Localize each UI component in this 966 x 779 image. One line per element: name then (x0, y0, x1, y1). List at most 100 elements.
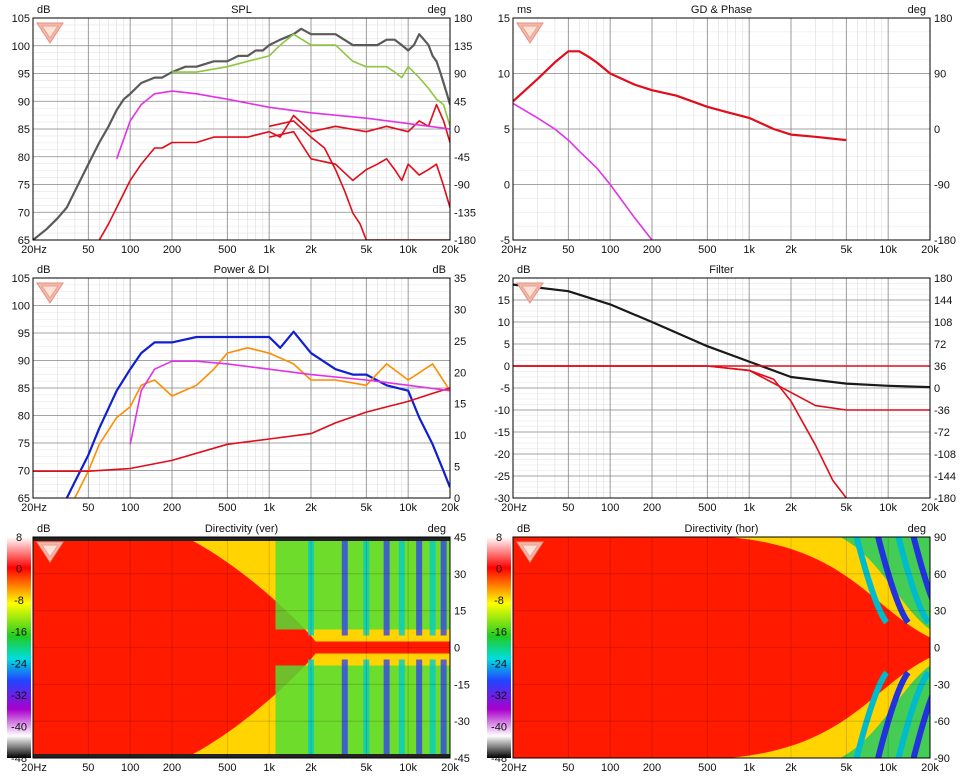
y-tick-label: 100 (12, 301, 30, 313)
scale-tick-label: -40 (491, 721, 507, 733)
y-tick-label: 20 (498, 273, 510, 285)
y2-tick-label: -90 (454, 180, 470, 192)
x-tick-label: 50 (562, 244, 574, 256)
y2-tick-label: -15 (454, 679, 470, 691)
y2-tick-label: -180 (934, 235, 956, 247)
heatmap-band (853, 537, 890, 625)
y2-tick-label: 72 (934, 339, 946, 351)
y2-tick-label: -45 (454, 152, 470, 164)
x-tick-label: 100 (121, 244, 139, 256)
scale-tick-label: 0 (496, 564, 502, 576)
x-tick-label: 10k (399, 244, 417, 256)
y-axis-unit: ms (517, 4, 532, 16)
x-tick-label: 100 (601, 762, 619, 774)
heatmap-band (275, 537, 450, 630)
x-tick-label: 10k (879, 244, 897, 256)
x-tick-label: 2k (785, 762, 797, 774)
y2-tick-label: 180 (934, 13, 952, 25)
y-tick-label: 0 (504, 180, 510, 192)
x-tick-label: 2k (305, 762, 317, 774)
x-tick-label: 20Hz (501, 762, 527, 774)
heatmap-band (910, 693, 930, 758)
y2-tick-label: -60 (934, 716, 950, 728)
y2-tick-label: -90 (934, 180, 950, 192)
x-tick-label: 500 (218, 762, 236, 774)
y-tick-label: 85 (18, 124, 30, 136)
series-group (33, 27, 450, 240)
y2-tick-label: -108 (934, 449, 956, 461)
x-tick-label: 1k (263, 502, 275, 514)
logo-icon (36, 541, 64, 563)
y-tick-label: 0 (504, 361, 510, 373)
logo-icon (36, 282, 64, 304)
heatmap-band (895, 670, 930, 758)
heatmap-band (853, 670, 890, 758)
x-tick-label: 200 (163, 762, 181, 774)
series-line (269, 120, 450, 240)
plot-border (512, 17, 931, 241)
scale-tick-label: -24 (11, 658, 27, 670)
chart-title: Filter (709, 264, 734, 276)
heatmap-band (363, 659, 370, 758)
y2-tick-label: -144 (934, 471, 956, 483)
y2-tick-label: 90 (934, 532, 946, 544)
x-tick-label: 2k (785, 244, 797, 256)
x-tick-label: 200 (163, 502, 181, 514)
x-tick-label: 5k (361, 762, 373, 774)
plot-border (32, 17, 451, 241)
logo-icon (516, 22, 544, 44)
y2-tick-label: 20 (454, 367, 466, 379)
scale-tick-label: -24 (491, 658, 507, 670)
y2-tick-label: -45 (454, 753, 470, 765)
y-tick-label: 15 (498, 295, 510, 307)
x-tick-label: 5k (841, 762, 853, 774)
chart-panel: 8 0 -8 -16 -24 -32 -40 -48 Directivity (hor) dB de… (487, 523, 950, 774)
chart-title: GD & Phase (691, 4, 752, 16)
y-tick-label: 10 (498, 317, 510, 329)
heatmap-band (341, 659, 348, 758)
y-tick-label: 75 (18, 180, 30, 192)
heatmap-edge (33, 537, 450, 541)
x-tick-label: 1k (263, 762, 275, 774)
x-tick-label: 50 (82, 244, 94, 256)
y2-tick-label: 180 (454, 13, 472, 25)
y2-axis-unit: deg (428, 4, 446, 16)
y2-tick-label: -30 (934, 679, 950, 691)
y-tick-label: -5 (500, 383, 510, 395)
y2-tick-label: -30 (454, 716, 470, 728)
x-tick-label: 100 (601, 502, 619, 514)
heatmap-band (341, 537, 348, 636)
y2-tick-label: 30 (454, 304, 466, 316)
plot-border (32, 277, 451, 499)
x-tick-label: 10k (399, 762, 417, 774)
y2-tick-label: 15 (454, 399, 466, 411)
chart-panel: FilterdB20151050-5-10-15-20-25-301801441… (494, 264, 956, 514)
y2-tick-label: -90 (934, 753, 950, 765)
color-scale-bar (7, 537, 31, 758)
x-tick-label: 500 (218, 502, 236, 514)
y-tick-label: 105 (12, 13, 30, 25)
heatmap-band (440, 659, 447, 758)
x-tick-label: 200 (163, 244, 181, 256)
scale-tick-label: -32 (11, 690, 27, 702)
y-axis-unit: dB (517, 264, 530, 276)
y2-tick-label: 45 (454, 96, 466, 108)
scale-tick-label: -8 (14, 595, 24, 607)
y2-axis-unit: dB (433, 264, 446, 276)
y2-tick-label: 0 (454, 493, 460, 505)
heatmap-band (398, 537, 405, 636)
heatmap-field (33, 537, 450, 758)
x-tick-label: 1k (263, 244, 275, 256)
scale-tick-label: -8 (494, 595, 504, 607)
scale-tick-label: 0 (16, 564, 22, 576)
heatmap-band (875, 670, 911, 758)
scale-tick-label: -32 (491, 690, 507, 702)
x-tick-label: 10k (399, 502, 417, 514)
x-tick-label: 1k (743, 762, 755, 774)
chart-title: Directivity (ver) (205, 523, 278, 535)
heatmap-field (513, 537, 930, 758)
x-tick-label: 20Hz (21, 762, 47, 774)
series-line (513, 283, 930, 389)
chart-title: Power & DI (214, 264, 270, 276)
y2-tick-label: 5 (454, 462, 460, 474)
